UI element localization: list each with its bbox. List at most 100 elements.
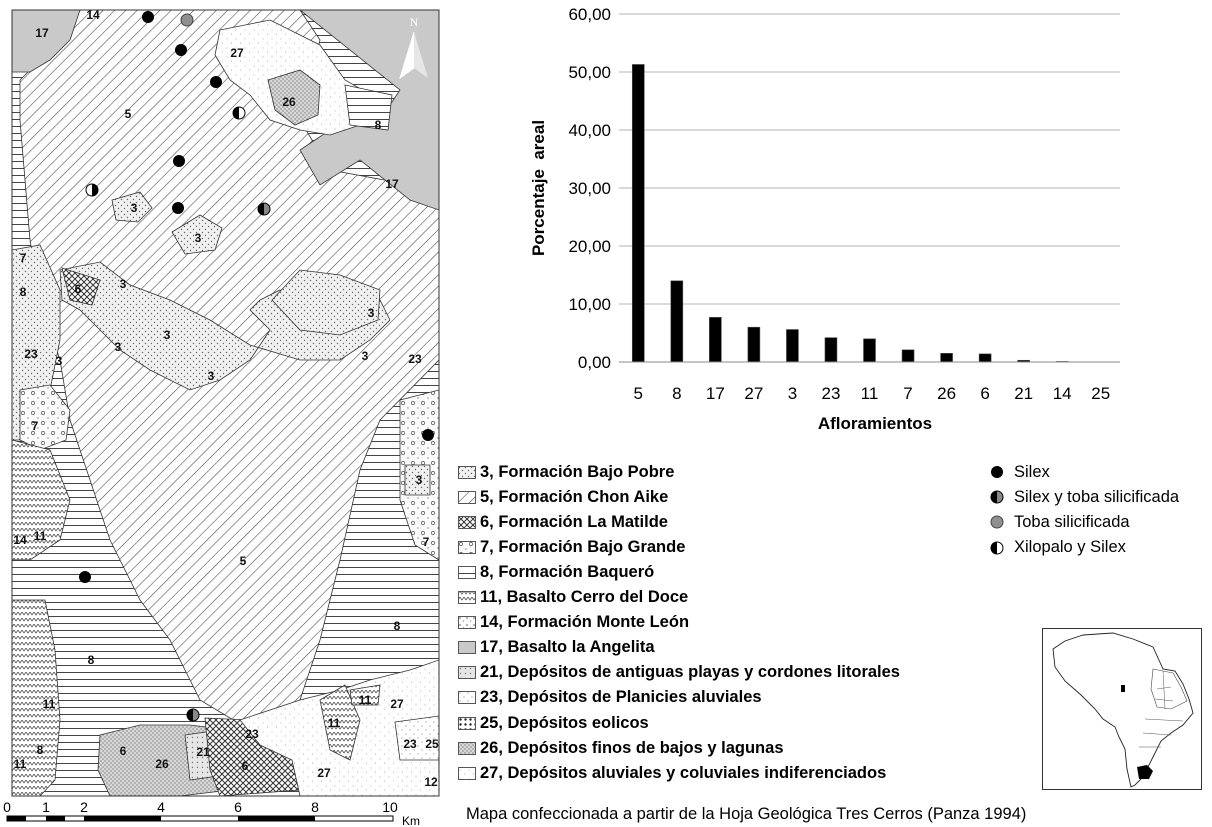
y-axis-ticks: 0,00 10,00 20,00 30,00 40,00 50,00 60,00 xyxy=(568,5,611,372)
x-tick-label: 8 xyxy=(672,384,681,403)
unit-label: 23 xyxy=(24,347,38,361)
location-inset-map xyxy=(1042,628,1202,790)
unit-label: 11 xyxy=(328,716,341,730)
bar-series xyxy=(631,64,1069,363)
unit-label: 14 xyxy=(86,8,100,22)
legend-label: 26, Depósitos finos de bajos y lagunas xyxy=(480,738,784,757)
bar-3 xyxy=(786,329,799,363)
legend-label: 27, Depósitos aluviales y coluviales ind… xyxy=(480,763,887,782)
unit-label: 14 xyxy=(13,533,27,547)
legend-swatch xyxy=(458,465,476,479)
x-tick-label: 7 xyxy=(903,384,912,403)
legend-item: 14, Formación Monte León xyxy=(458,613,689,633)
legend-item: 25, Depósitos eolicos xyxy=(458,713,649,733)
legend-swatch xyxy=(458,515,476,529)
half-black-circle-icon xyxy=(990,490,1004,504)
legend-swatch xyxy=(458,490,476,504)
map-caption: Mapa confeccionada a partir de la Hoja G… xyxy=(466,805,1027,823)
unit-label: 7 xyxy=(32,419,39,433)
bar-chart: 0,00 10,00 20,00 30,00 40,00 50,00 60,00 5 8 17 2… xyxy=(529,5,1120,433)
y-tick-label: 10,00 xyxy=(568,295,611,314)
unit-label: 27 xyxy=(390,697,404,711)
symbol-legend-item: Silex y toba silicificada xyxy=(990,487,1179,507)
grey-circle-icon xyxy=(990,515,1004,529)
unit-label: 23 xyxy=(408,352,422,366)
unit-label: 6 xyxy=(120,744,127,758)
legend-item: 8, Formación Baqueró xyxy=(458,562,654,582)
legend-item: 7, Formación Bajo Grande xyxy=(458,537,685,557)
legend-label: 11, Basalto Cerro del Doce xyxy=(480,588,689,606)
bar-17 xyxy=(709,317,722,363)
unit-label: 23 xyxy=(245,727,259,741)
legend-swatch xyxy=(458,616,476,630)
unit-7-area-west xyxy=(19,384,71,451)
scale-segment xyxy=(7,816,26,821)
inset-locator-marker xyxy=(1121,685,1125,692)
symbol-legend-label: Silex y toba silicificada xyxy=(1014,487,1180,506)
unit-label: 3 xyxy=(208,369,215,383)
bar-27 xyxy=(747,326,761,363)
chart-grid xyxy=(619,13,1120,363)
scale-segment xyxy=(238,816,315,821)
unit-label: 11 xyxy=(34,529,47,543)
unit-17-area-nw xyxy=(12,10,81,73)
legend-item: 21, Depósitos de antiguas playas y cordo… xyxy=(458,663,900,683)
symbol-legend-label: Toba silicificada xyxy=(1014,512,1130,531)
unit-label: 8 xyxy=(375,118,382,132)
unit-label: 8 xyxy=(88,653,95,667)
unit-label: 6 xyxy=(75,282,82,296)
unit-label: 23 xyxy=(403,737,417,751)
unit-label: 3 xyxy=(120,277,127,291)
unit-label: 21 xyxy=(196,745,210,759)
unit-label: 3 xyxy=(56,354,63,368)
unit-8-area-north xyxy=(344,84,393,131)
unit-26-area-north xyxy=(267,69,321,126)
silex-y-toba-marker xyxy=(186,708,200,722)
symbol-legend-item: Silex xyxy=(990,462,1050,482)
unit-11-area-se2 xyxy=(349,684,381,706)
silex-marker xyxy=(172,202,184,214)
y-tick-label: 20,00 xyxy=(568,237,611,256)
unit-label: 11 xyxy=(14,757,27,771)
unit-3-lens xyxy=(171,214,223,255)
x-axis-ticks: 5 8 17 27 3 23 11 7 26 6 21 14 25 xyxy=(634,384,1111,403)
unit-label: 27 xyxy=(230,46,244,60)
legend-item: 23, Depósitos de Planicies aluviales xyxy=(458,688,762,708)
silex-marker xyxy=(173,155,185,167)
legend-label: 6, Formación La Matilde xyxy=(480,512,668,531)
legend-swatch xyxy=(458,691,476,705)
x-tick-label: 26 xyxy=(937,384,956,403)
x-tick-label: 14 xyxy=(1053,384,1072,403)
legend-label: 21, Depósitos de antiguas playas y cordo… xyxy=(480,663,900,682)
x-tick-label: 27 xyxy=(744,384,763,403)
bar-5 xyxy=(631,64,645,363)
unit-label: 7 xyxy=(20,251,27,265)
unit-3-lens xyxy=(271,269,381,336)
north-label: N xyxy=(410,15,419,29)
silex-marker xyxy=(422,429,434,441)
bar-26 xyxy=(940,352,953,363)
legend-label: 5, Formación Chon Aike xyxy=(480,487,669,506)
scale-unit: Km xyxy=(402,814,420,827)
legend-item: 17, Basalto la Angelita xyxy=(458,638,655,658)
toba-silicificada-marker xyxy=(180,13,194,27)
argentina-outline xyxy=(1052,632,1194,788)
silex-y-toba-marker xyxy=(257,202,271,216)
legend-label: 17, Basalto la Angelita xyxy=(480,638,655,657)
y-axis-label: Porcentaje areal xyxy=(529,120,548,256)
unit-label: 8 xyxy=(37,743,44,757)
legend-swatch xyxy=(458,741,476,755)
unit-label: 5 xyxy=(240,554,247,568)
unit-label: 17 xyxy=(385,177,399,191)
unit-label: 3 xyxy=(416,473,423,487)
silex-marker xyxy=(142,11,154,23)
silex-marker xyxy=(79,571,91,583)
legend-swatch xyxy=(458,716,476,730)
scale-tick-label: 6 xyxy=(234,799,242,815)
scale-segment xyxy=(46,816,65,821)
unit-11-area-se xyxy=(319,684,361,761)
unit-3-lens-east xyxy=(404,464,431,496)
x-tick-label: 5 xyxy=(634,384,643,403)
y-tick-label: 40,00 xyxy=(568,121,611,140)
xilopalo-y-silex-marker xyxy=(85,183,99,197)
